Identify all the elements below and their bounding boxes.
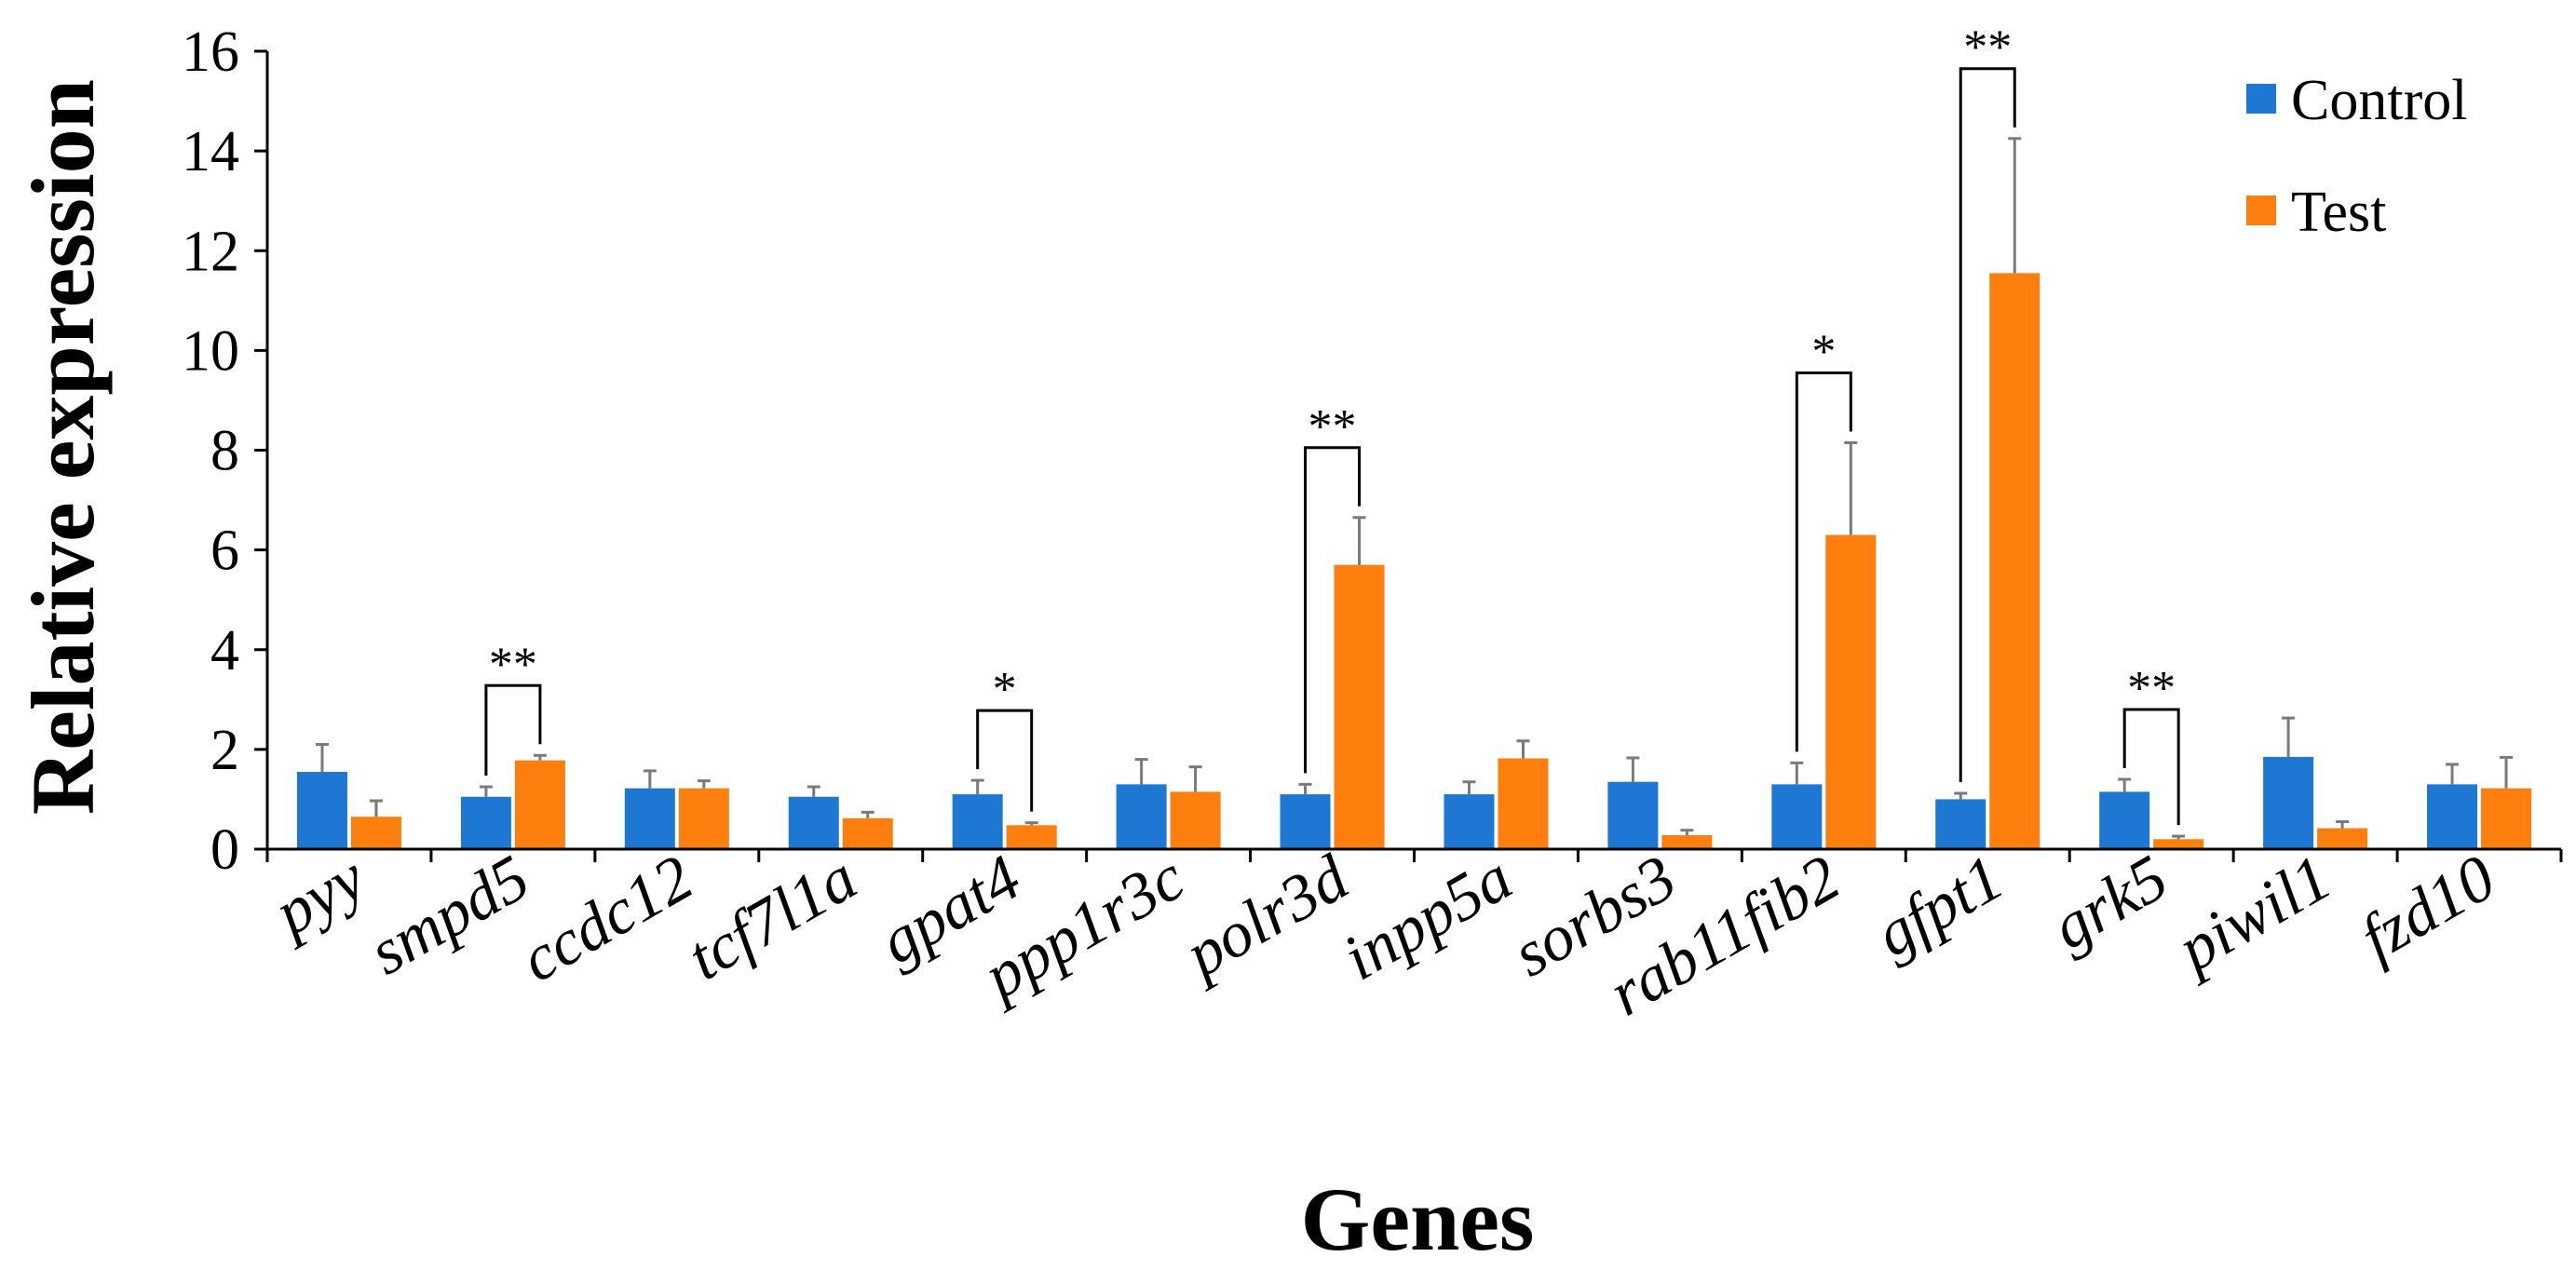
y-tick-label: 4: [210, 619, 239, 682]
significance-bracket-polr3d: [1304, 446, 1362, 774]
bar-control-inpp5a: [1444, 794, 1495, 849]
category-label-ccdc12: ccdc12: [509, 842, 705, 996]
significance-label-polr3d: **: [1308, 400, 1357, 453]
y-tick-label: 14: [182, 120, 239, 183]
error-bars: [315, 137, 2514, 840]
bar-test-pyy: [350, 817, 401, 849]
bar-control-sorbs3: [1607, 781, 1659, 849]
category-label-fzd10: fzd10: [2349, 842, 2507, 975]
legend-label-test: Test: [2291, 181, 2386, 244]
x-axis-ticks: [265, 849, 2563, 862]
bar-test-fzd10: [2481, 788, 2532, 849]
bar-control-grk5: [2099, 791, 2150, 849]
category-label-inpp5a: inpp5a: [1332, 842, 1525, 994]
bar-control-smpd5: [460, 796, 511, 849]
bar-control-fzd10: [2427, 784, 2478, 849]
y-tick-label: 12: [182, 220, 239, 283]
bar-test-piwil1: [2317, 828, 2368, 849]
significance-label-grk5: **: [2127, 662, 2176, 715]
bars: [296, 273, 2532, 849]
significance-bracket-grk5: [2122, 708, 2180, 826]
y-tick-label: 6: [210, 520, 239, 583]
y-tick-label: 16: [182, 20, 239, 84]
y-tick-label: 8: [210, 420, 239, 483]
significance-bracket-rab11fib2: [1795, 371, 1852, 752]
bar-test-rab11fib2: [1825, 534, 1877, 849]
legend-label-control: Control: [2291, 69, 2467, 132]
category-label-gfpt1: gfpt1: [1864, 842, 2015, 971]
legend: Control Test: [2246, 69, 2467, 244]
bar-test-polr3d: [1334, 564, 1385, 849]
significance-label-gfpt1: **: [1963, 21, 2012, 74]
y-tick-label: 0: [210, 818, 239, 882]
y-axis-title: Relative expression: [13, 79, 113, 815]
bar-control-tcf7l1a: [788, 796, 839, 849]
category-label-smpd5: smpd5: [358, 842, 541, 989]
x-axis-title: Genes: [1301, 1169, 1535, 1269]
significance-label-rab11fib2: *: [1811, 325, 1836, 378]
category-label-piwil1: piwil1: [2162, 842, 2343, 988]
bar-test-inpp5a: [1498, 758, 1549, 849]
significance-brackets: ** ********: [484, 21, 2180, 826]
legend-swatch-control: [2246, 84, 2276, 114]
bar-test-ppp1r3c: [1170, 791, 1221, 849]
bar-control-ccdc12: [624, 788, 675, 849]
bar-test-grk5: [2153, 839, 2204, 849]
bar-control-rab11fib2: [1771, 784, 1823, 849]
y-tick-label: 2: [210, 719, 239, 782]
significance-bracket-gpat4: [976, 709, 1034, 812]
legend-swatch-test: [2246, 196, 2276, 225]
bar-test-smpd5: [514, 760, 565, 849]
significance-bracket-smpd5: [484, 683, 542, 777]
category-label-pyy: pyy: [259, 842, 378, 952]
bar-test-sorbs3: [1661, 835, 1713, 849]
y-axis-ticks: 0 2 4 6 8 10 12 14 16: [182, 20, 267, 882]
bar-control-pyy: [296, 771, 347, 849]
bar-control-piwil1: [2263, 756, 2314, 849]
bar-test-tcf7l1a: [842, 817, 893, 849]
significance-label-smpd5: **: [489, 638, 537, 691]
category-label-tcf7l1a: tcf7l1a: [676, 842, 869, 994]
bar-test-gfpt1: [1989, 273, 2040, 849]
significance-label-gpat4: *: [993, 663, 1017, 716]
bar-control-gpat4: [952, 794, 1003, 849]
bar-test-ccdc12: [678, 788, 729, 849]
bar-control-ppp1r3c: [1116, 784, 1167, 849]
category-label-polr3d: polr3d: [1170, 842, 1361, 993]
bar-control-gfpt1: [1935, 799, 1986, 849]
bar-control-polr3d: [1280, 794, 1331, 849]
category-label-grk5: grk5: [2040, 842, 2180, 964]
significance-bracket-gfpt1: [1959, 67, 2016, 783]
bar-test-gpat4: [1006, 825, 1057, 849]
y-tick-label: 10: [182, 319, 239, 383]
